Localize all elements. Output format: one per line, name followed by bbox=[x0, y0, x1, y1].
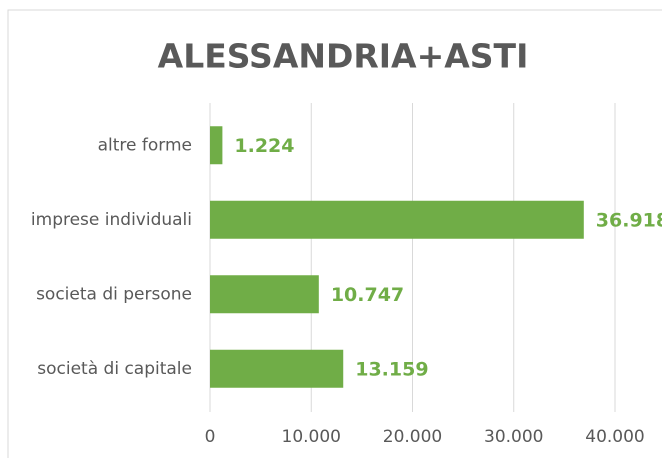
x-tick-label: 30.000 bbox=[484, 427, 543, 447]
bar bbox=[210, 275, 319, 314]
y-tick-label: societa di persone bbox=[36, 284, 192, 304]
value-label: 13.159 bbox=[355, 358, 428, 380]
value-label: 10.747 bbox=[331, 284, 404, 306]
y-tick-label: altre forme bbox=[98, 135, 192, 155]
bar bbox=[210, 200, 584, 239]
y-tick-label: imprese individuali bbox=[31, 210, 192, 230]
x-tick-label: 0 bbox=[205, 427, 216, 447]
bar bbox=[210, 349, 344, 388]
value-label: 1.224 bbox=[234, 135, 294, 157]
x-tick-label: 20.000 bbox=[383, 427, 442, 447]
x-tick-label: 10.000 bbox=[282, 427, 341, 447]
bar bbox=[210, 126, 223, 165]
x-tick-label: 40.000 bbox=[585, 427, 644, 447]
chart-title: ALESSANDRIA+ASTI bbox=[158, 37, 529, 76]
value-label: 36.918 bbox=[596, 209, 662, 231]
y-tick-label: società di capitale bbox=[37, 359, 192, 379]
